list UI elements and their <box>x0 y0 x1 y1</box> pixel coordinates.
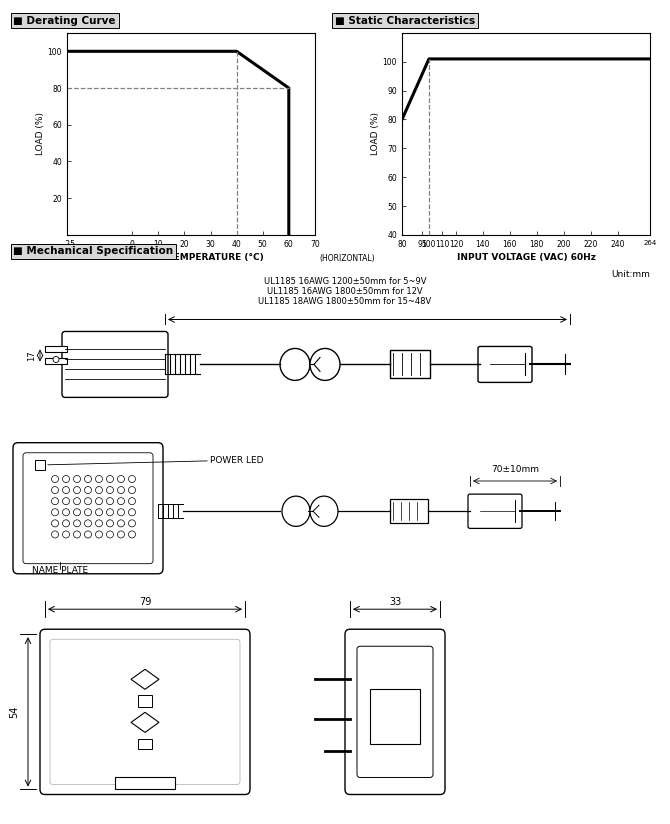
Circle shape <box>62 498 70 504</box>
Bar <box>35 460 45 470</box>
Bar <box>138 739 152 749</box>
Circle shape <box>107 531 113 538</box>
Circle shape <box>117 486 125 494</box>
Circle shape <box>84 498 92 504</box>
Circle shape <box>96 520 103 527</box>
Circle shape <box>62 508 70 516</box>
Ellipse shape <box>310 496 338 527</box>
Text: 33: 33 <box>389 597 401 607</box>
Circle shape <box>62 475 70 483</box>
Bar <box>45 358 67 364</box>
Circle shape <box>74 508 80 516</box>
Text: POWER LED: POWER LED <box>210 456 263 466</box>
Text: ■ Static Characteristics: ■ Static Characteristics <box>335 16 475 26</box>
Text: Unit:mm: Unit:mm <box>611 269 650 279</box>
Circle shape <box>96 508 103 516</box>
Circle shape <box>62 520 70 527</box>
Text: ■ Mechanical Specification: ■ Mechanical Specification <box>13 246 174 256</box>
Circle shape <box>52 475 58 483</box>
Circle shape <box>84 520 92 527</box>
Ellipse shape <box>282 496 310 527</box>
Circle shape <box>84 486 92 494</box>
Circle shape <box>107 475 113 483</box>
Ellipse shape <box>310 349 340 381</box>
Circle shape <box>117 531 125 538</box>
Bar <box>370 690 420 744</box>
Polygon shape <box>131 713 159 733</box>
Circle shape <box>74 498 80 504</box>
FancyBboxPatch shape <box>50 639 240 784</box>
Text: ■ Derating Curve: ■ Derating Curve <box>13 16 116 26</box>
FancyBboxPatch shape <box>468 494 522 528</box>
Circle shape <box>129 498 135 504</box>
X-axis label: AMBIENT TEMPERATURE (°C): AMBIENT TEMPERATURE (°C) <box>118 253 264 262</box>
Ellipse shape <box>280 349 310 381</box>
Bar <box>115 778 175 789</box>
Text: 70±10mm: 70±10mm <box>491 465 539 474</box>
Circle shape <box>129 475 135 483</box>
Circle shape <box>84 475 92 483</box>
Circle shape <box>52 520 58 527</box>
Circle shape <box>62 531 70 538</box>
Circle shape <box>84 531 92 538</box>
Circle shape <box>52 486 58 494</box>
Circle shape <box>117 520 125 527</box>
Circle shape <box>107 520 113 527</box>
Text: (HORIZONTAL): (HORIZONTAL) <box>320 254 375 263</box>
Circle shape <box>52 508 58 516</box>
Text: UL1185 16AWG 1800±50mm for 12V: UL1185 16AWG 1800±50mm for 12V <box>267 287 423 296</box>
Circle shape <box>96 498 103 504</box>
Circle shape <box>107 498 113 504</box>
Circle shape <box>84 508 92 516</box>
Text: 54: 54 <box>9 705 19 718</box>
Bar <box>390 499 428 523</box>
Polygon shape <box>131 669 159 690</box>
FancyBboxPatch shape <box>478 346 532 382</box>
FancyBboxPatch shape <box>357 646 433 778</box>
Circle shape <box>62 486 70 494</box>
Circle shape <box>96 531 103 538</box>
Circle shape <box>74 531 80 538</box>
Circle shape <box>52 531 58 538</box>
Circle shape <box>96 475 103 483</box>
Circle shape <box>96 486 103 494</box>
Bar <box>390 350 430 378</box>
Circle shape <box>74 475 80 483</box>
Circle shape <box>52 498 58 504</box>
Circle shape <box>117 498 125 504</box>
Circle shape <box>117 475 125 483</box>
Text: UL1185 18AWG 1800±50mm for 15~48V: UL1185 18AWG 1800±50mm for 15~48V <box>259 297 431 306</box>
Circle shape <box>107 486 113 494</box>
Circle shape <box>117 508 125 516</box>
Text: UL1185 16AWG 1200±50mm for 5~9V: UL1185 16AWG 1200±50mm for 5~9V <box>264 277 426 286</box>
Circle shape <box>129 531 135 538</box>
X-axis label: INPUT VOLTAGE (VAC) 60Hz: INPUT VOLTAGE (VAC) 60Hz <box>456 253 596 262</box>
Y-axis label: LOAD (%): LOAD (%) <box>36 112 45 156</box>
Circle shape <box>129 520 135 527</box>
FancyBboxPatch shape <box>62 331 168 397</box>
Bar <box>45 346 67 353</box>
Text: 79: 79 <box>139 597 151 607</box>
FancyBboxPatch shape <box>23 452 153 564</box>
FancyBboxPatch shape <box>40 630 250 794</box>
Y-axis label: LOAD (%): LOAD (%) <box>371 112 380 156</box>
Circle shape <box>74 520 80 527</box>
Circle shape <box>129 486 135 494</box>
Circle shape <box>107 508 113 516</box>
FancyBboxPatch shape <box>345 630 445 794</box>
Circle shape <box>53 357 59 363</box>
Text: NAME PLATE: NAME PLATE <box>32 566 88 575</box>
FancyBboxPatch shape <box>13 442 163 574</box>
Circle shape <box>129 508 135 516</box>
Circle shape <box>74 486 80 494</box>
Bar <box>138 695 152 707</box>
Text: 17: 17 <box>27 350 36 361</box>
